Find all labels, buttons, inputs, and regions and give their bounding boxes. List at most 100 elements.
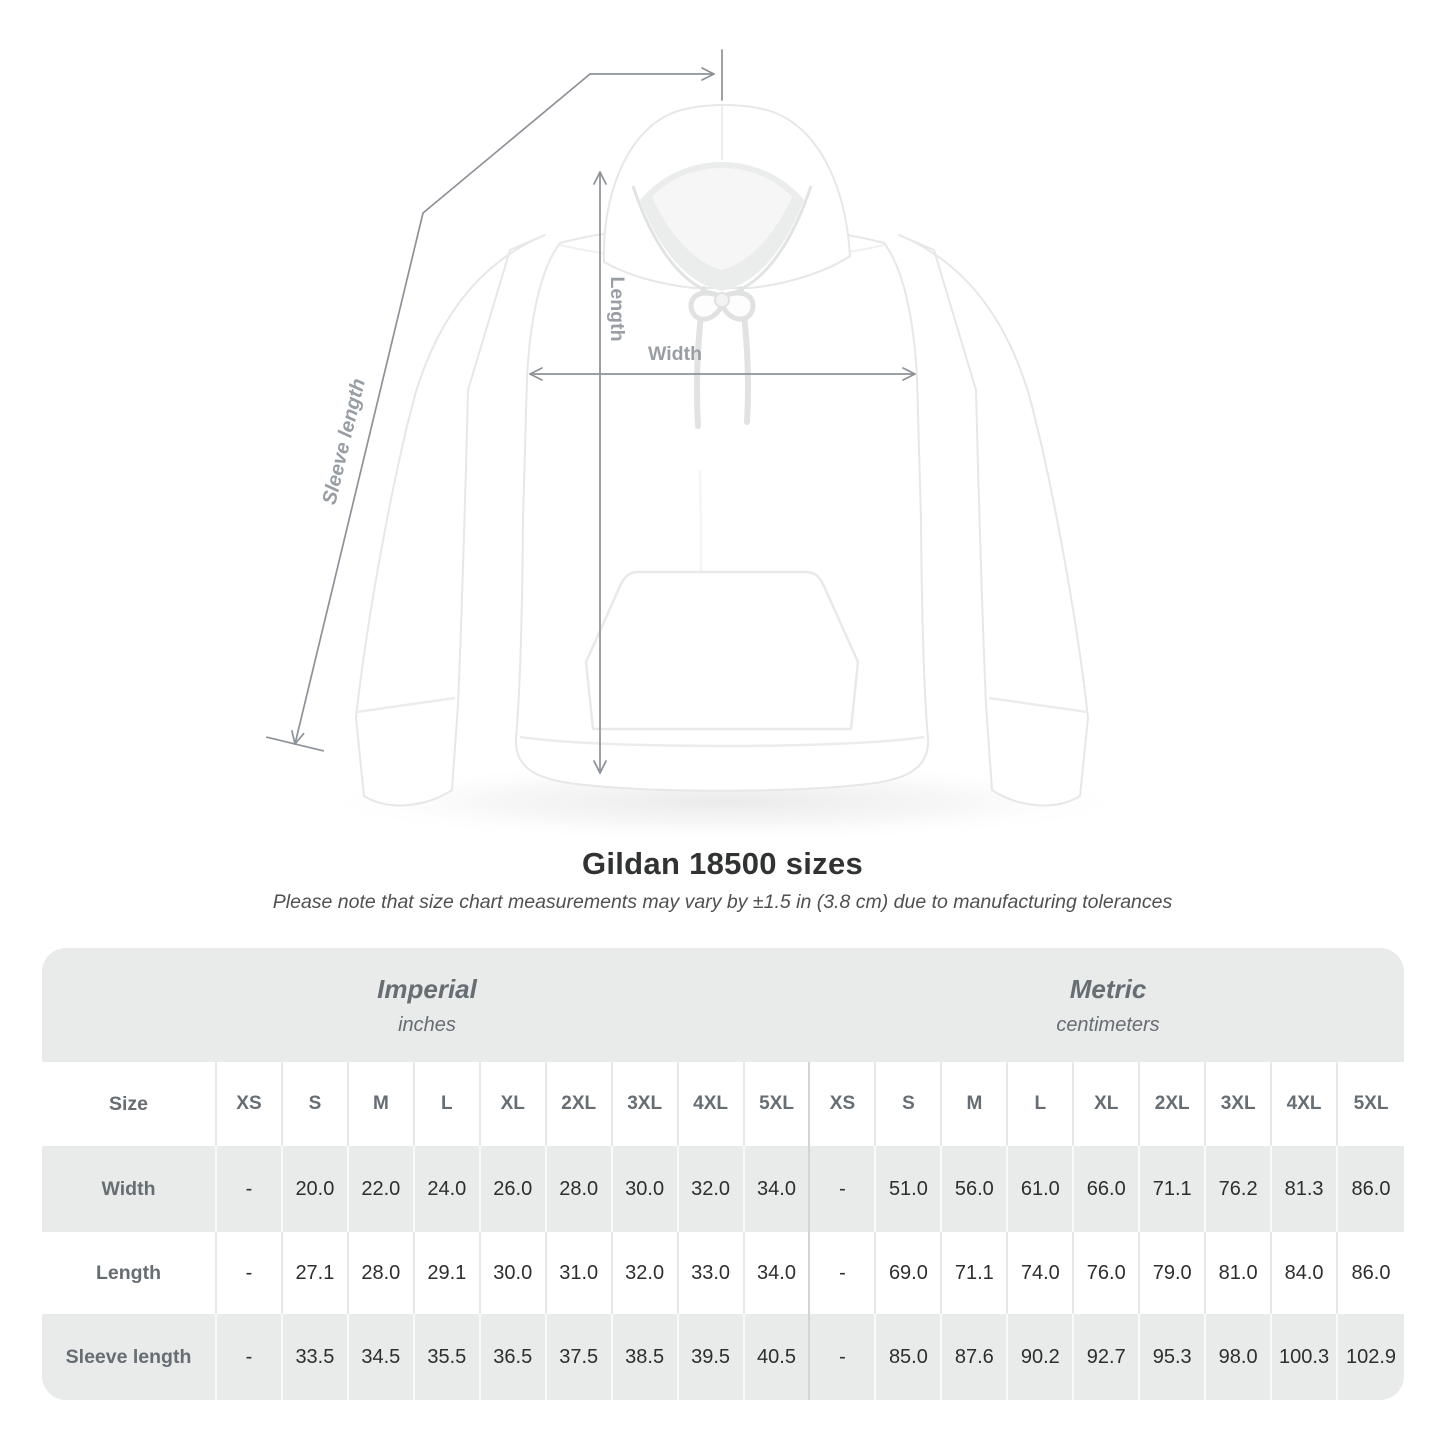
imperial-group-title: Imperial — [377, 973, 477, 1004]
measurement-value: 79.0 — [1140, 1232, 1207, 1314]
measurement-value: 76.2 — [1206, 1146, 1273, 1232]
length-measure-bottom-arrow — [593, 760, 607, 774]
measurement-value: - — [217, 1232, 283, 1314]
kangaroo-pocket — [584, 570, 860, 731]
measurement-value: 85.0 — [876, 1314, 943, 1400]
measurement-value: 74.0 — [1008, 1232, 1075, 1314]
measurement-value: 90.2 — [1008, 1314, 1075, 1400]
hoodie-size-diagram: Width Length Sleeve length — [265, 49, 1145, 842]
measurement-value: 31.0 — [547, 1232, 613, 1314]
hem-seam — [519, 735, 925, 748]
measurement-value: 61.0 — [1008, 1146, 1075, 1232]
measurement-value: 28.0 — [349, 1232, 415, 1314]
table-row-sleeve-length: Sleeve length -33.5 34.5 35.5 36.5 37.5 38.5 39… — [42, 1314, 1404, 1400]
measurement-value: 71.1 — [942, 1232, 1009, 1314]
imperial-group-unit: inches — [398, 1013, 456, 1036]
size-column-header: 4XL — [1272, 1062, 1339, 1146]
left-sleeve — [355, 234, 546, 807]
drawstring-bow — [688, 290, 756, 322]
size-column-header: 3XL — [1206, 1062, 1273, 1146]
row-label: Sleeve length — [42, 1314, 217, 1400]
measurement-value: 29.1 — [415, 1232, 481, 1314]
row-label: Width — [42, 1146, 217, 1232]
measurement-value: 33.0 — [679, 1232, 745, 1314]
hood-lining — [652, 168, 792, 270]
measurement-value: - — [217, 1314, 283, 1400]
measurement-value: 81.0 — [1206, 1232, 1273, 1314]
size-column-header: M — [349, 1062, 415, 1146]
width-measure-label: Width — [648, 343, 702, 365]
size-column-header: M — [942, 1062, 1009, 1146]
measurement-value: 30.0 — [613, 1146, 679, 1232]
sleeve-measure-top-arrow — [701, 67, 715, 81]
unit-group-row: Imperial inches Metric centimeters — [42, 948, 1404, 1062]
sleeve-measure-bottom-tick — [265, 736, 325, 752]
measurement-value: 34.5 — [349, 1314, 415, 1400]
metric-group-title: Metric — [1069, 973, 1147, 1004]
measurement-value: 39.5 — [679, 1314, 745, 1400]
table-row-length: Length -27.1 28.0 29.1 30.0 31.0 32.0 33.0 34.0-… — [42, 1232, 1404, 1314]
measurement-value: 22.0 — [349, 1146, 415, 1232]
metric-group-header: Metric centimeters — [812, 948, 1404, 1062]
tolerance-note: Please note that size chart measurements… — [272, 891, 1173, 913]
right-cuff-seam — [988, 696, 1088, 714]
measurement-value: 71.1 — [1140, 1146, 1207, 1232]
measurement-value: 51.0 — [876, 1146, 943, 1232]
measurement-value: 38.5 — [613, 1314, 679, 1400]
size-column-header: S — [283, 1062, 349, 1146]
size-column-header: 4XL — [679, 1062, 745, 1146]
measurement-value: 36.5 — [481, 1314, 547, 1400]
size-header-label: Size — [42, 1062, 217, 1146]
measurement-value: 40.5 — [745, 1314, 811, 1400]
imperial-group-header: Imperial inches — [42, 948, 812, 1062]
measurement-value: 76.0 — [1074, 1232, 1141, 1314]
sleeve-length-measure-label: Sleeve length — [318, 376, 369, 507]
measurement-value: 100.3 — [1272, 1314, 1339, 1400]
metric-group-unit: centimeters — [1056, 1013, 1160, 1036]
size-column-header: XS — [217, 1062, 283, 1146]
right-sleeve — [898, 234, 1089, 807]
measurement-value: 27.1 — [283, 1232, 349, 1314]
measurement-value: 33.5 — [283, 1314, 349, 1400]
floor-shadow — [305, 762, 1145, 842]
measurement-value: 84.0 — [1272, 1232, 1339, 1314]
measurement-value: - — [810, 1232, 877, 1314]
size-column-header: 5XL — [745, 1062, 811, 1146]
measurement-value: 86.0 — [1351, 1261, 1391, 1284]
size-column-header: L — [1008, 1062, 1075, 1146]
measurement-value: 20.0 — [283, 1146, 349, 1232]
size-column-header: 2XL — [547, 1062, 613, 1146]
measurement-value: 92.7 — [1074, 1314, 1141, 1400]
measurement-value: 32.0 — [613, 1232, 679, 1314]
drawstring-knot — [714, 292, 730, 308]
row-label: Length — [42, 1232, 217, 1314]
measurement-value: 35.5 — [415, 1314, 481, 1400]
left-cuff-seam — [356, 696, 456, 714]
measurement-value: 32.0 — [679, 1146, 745, 1232]
measurement-value: 37.5 — [547, 1314, 613, 1400]
measurement-value: 98.0 — [1206, 1314, 1273, 1400]
size-column-header: 3XL — [613, 1062, 679, 1146]
measurement-value: 81.3 — [1272, 1146, 1339, 1232]
length-measure-label: Length — [606, 277, 628, 342]
size-header-row: Size XS S M L XL 2XL 3XL 4XL 5XL XS S M L XL 2XL 3XL 4XL… — [42, 1062, 1404, 1146]
size-column-header: 2XL — [1140, 1062, 1207, 1146]
page-title: Gildan 18500 sizes — [581, 846, 864, 881]
size-column-header: XL — [1074, 1062, 1141, 1146]
measurement-value: 86.0 — [1351, 1177, 1391, 1200]
measurement-value: - — [217, 1146, 283, 1232]
measurement-value: 56.0 — [942, 1146, 1009, 1232]
length-measure-top-arrow — [593, 171, 607, 185]
measurement-value: 34.0 — [745, 1232, 811, 1314]
measurement-value: 87.6 — [942, 1314, 1009, 1400]
size-chart-table: Imperial inches Metric centimeters Size … — [42, 948, 1404, 1400]
size-column-header: XS — [810, 1062, 877, 1146]
size-column-header: L — [415, 1062, 481, 1146]
size-column-header: S — [876, 1062, 943, 1146]
measurement-value: 24.0 — [415, 1146, 481, 1232]
measurement-value: - — [810, 1314, 877, 1400]
measurement-value: 102.9 — [1345, 1345, 1397, 1368]
width-measure-right-arrow — [902, 367, 916, 381]
measurement-value: 34.0 — [745, 1146, 811, 1232]
table-row-width: Width -20.0 22.0 24.0 26.0 28.0 30.0 32.0 34.0-5… — [42, 1146, 1404, 1232]
